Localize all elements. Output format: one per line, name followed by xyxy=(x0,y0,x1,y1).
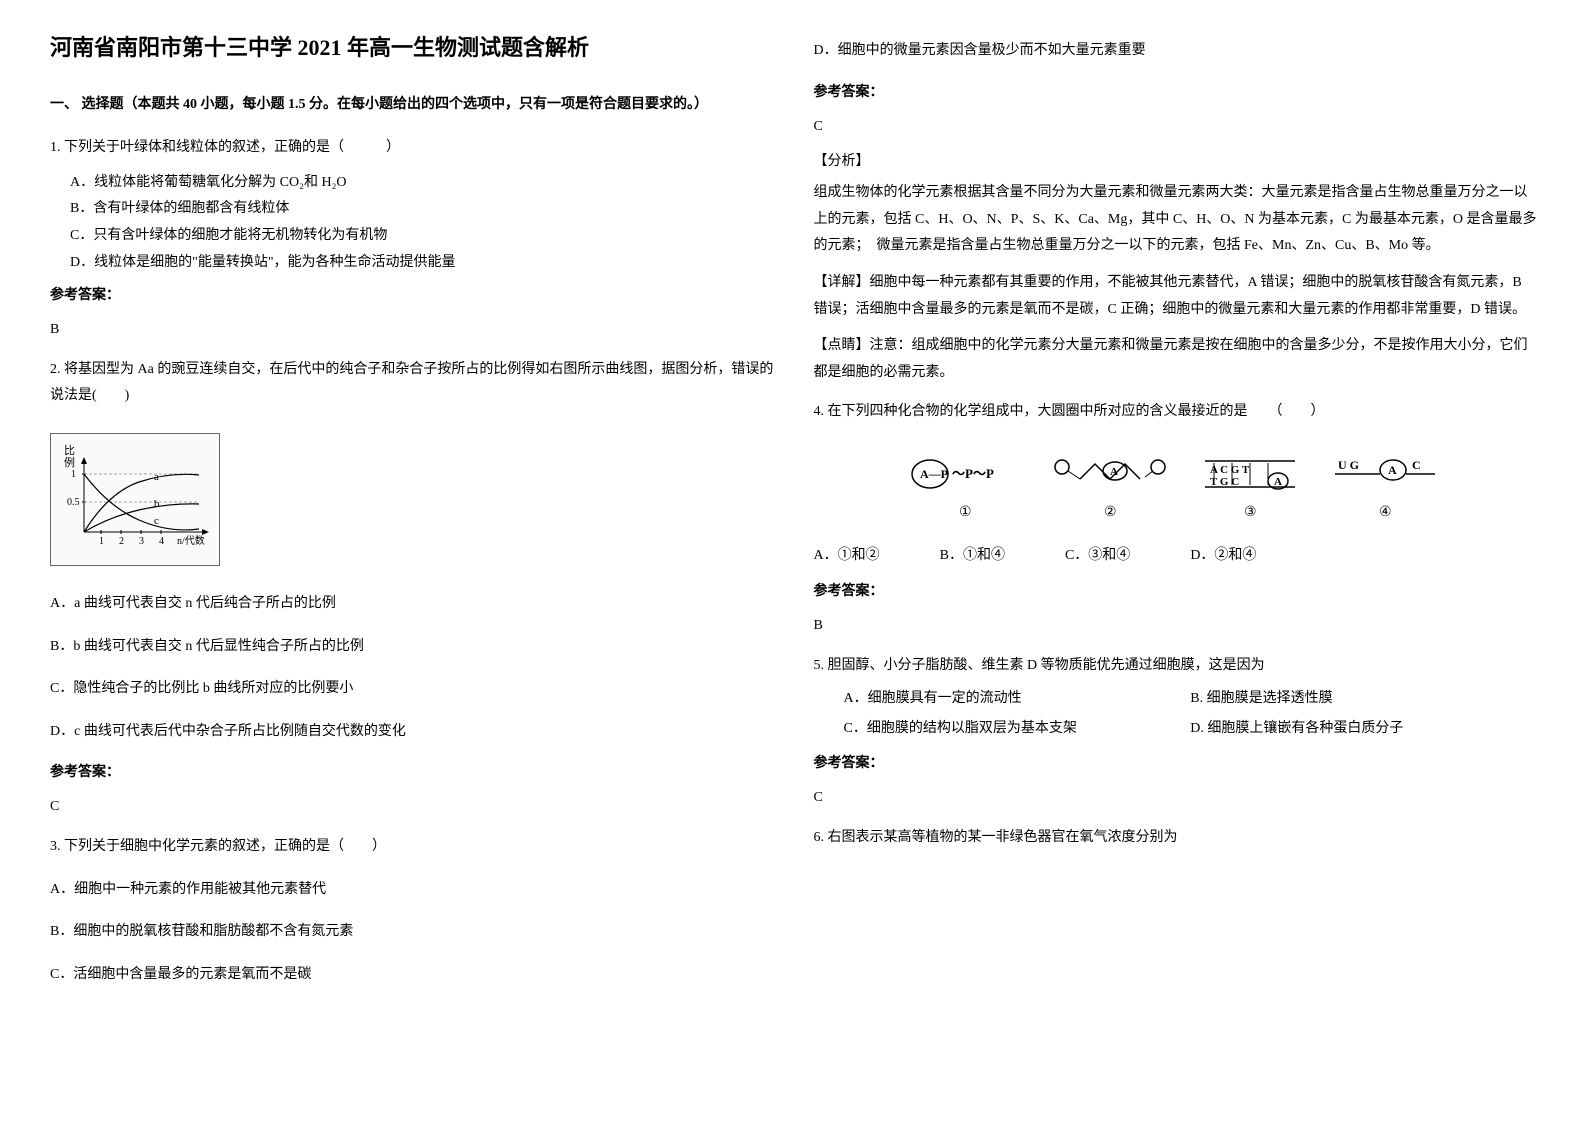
q4-optB: B．①和④ xyxy=(940,544,1005,564)
q3-analysis-label: 【分析】 xyxy=(814,150,1538,170)
q2-answer: C xyxy=(50,794,774,821)
diagram-1: A—P ～P～P ① xyxy=(910,449,1020,521)
xtick-2: 2 xyxy=(119,536,124,547)
q4-optA: A．①和② xyxy=(814,544,880,564)
q4-options: A．①和② B．①和④ C．③和④ D．②和④ xyxy=(814,544,1538,564)
svg-text:A—P: A—P xyxy=(920,467,948,481)
q4-optD: D．②和④ xyxy=(1190,544,1256,564)
q2-optD: D．c 曲线可代表后代中杂合子所占比例随自交代数的变化 xyxy=(50,719,774,746)
q3-stem: 3. 下列关于细胞中化学元素的叙述，正确的是（ ） xyxy=(50,834,774,861)
q2-chart: 比 例 1 0.5 a b c 1 2 3 4 n/代数 xyxy=(50,433,220,566)
diagram-4-label: ④ xyxy=(1379,504,1392,521)
page-title: 河南省南阳市第十三中学 2021 年高一生物测试题含解析 xyxy=(50,30,774,62)
q5-optA: A．细胞膜具有一定的流动性 xyxy=(844,687,1191,707)
curve-a-label: a xyxy=(154,471,159,483)
q5-answer: C xyxy=(814,785,1538,812)
svg-text:A: A xyxy=(1110,466,1118,478)
xtick-1: 1 xyxy=(99,536,104,547)
svg-text:A: A xyxy=(1388,463,1397,477)
section-header: 一、 选择题（本题共 40 小题，每小题 1.5 分。在每小题给出的四个选项中，… xyxy=(50,92,774,117)
ytick-05: 0.5 xyxy=(67,497,80,508)
diagram-4-svg: U G A C xyxy=(1330,449,1440,499)
diagram-4: U G A C ④ xyxy=(1330,449,1440,521)
q5-row2: C．细胞膜的结构以脂双层为基本支架 D. 细胞膜上镶嵌有各种蛋白质分子 xyxy=(844,717,1538,737)
q4-stem: 4. 在下列四种化合物的化学组成中，大圆圈中所对应的含义最接近的是 （ ） xyxy=(814,399,1538,426)
svg-text:C: C xyxy=(1412,458,1421,472)
q3-detail: 【详解】细胞中每一种元素都有其重要的作用，不能被其他元素替代，A 错误；细胞中的… xyxy=(814,270,1538,323)
q5-optD: D. 细胞膜上镶嵌有各种蛋白质分子 xyxy=(1190,717,1537,737)
q4-answer: B xyxy=(814,613,1538,640)
q3-analysis1: 组成生物体的化学元素根据其含量不同分为大量元素和微量元素两大类：大量元素是指含量… xyxy=(814,180,1538,260)
q5-stem: 5. 胆固醇、小分子脂肪酸、维生素 D 等物质能优先通过细胞膜，这是因为 xyxy=(814,653,1538,680)
q2-optA: A．a 曲线可代表自交 n 代后纯合子所占的比例 xyxy=(50,591,774,618)
q3-answer: C xyxy=(814,114,1538,141)
point-text: 注意：组成细胞中的化学元素分大量元素和微量元素是按在细胞中的含量多少分，不是按作… xyxy=(814,338,1528,380)
q4-diagrams: A—P ～P～P ① A ② A C G T T G C xyxy=(814,449,1538,521)
diagram-2-label: ② xyxy=(1104,504,1117,521)
xlabel: n/代数 xyxy=(177,534,205,547)
q1-optB: B．含有叶绿体的细胞都含有线粒体 xyxy=(70,196,774,223)
right-column: D．细胞中的微量元素因含量极少而不如大量元素重要 参考答案： C 【分析】 组成… xyxy=(814,30,1538,1092)
q1-optD: D．线粒体是细胞的"能量转换站"，能为各种生命活动提供能量 xyxy=(70,250,774,277)
q5-optB: B. 细胞膜是选择透性膜 xyxy=(1190,687,1537,707)
q3-optA: A．细胞中一种元素的作用能被其他元素替代 xyxy=(50,877,774,904)
q1-answer: B xyxy=(50,317,774,344)
q2-stem: 2. 将基因型为 Aa 的豌豆连续自交，在后代中的纯合子和杂合子按所占的比例得如… xyxy=(50,357,774,410)
xtick-4: 4 xyxy=(159,536,164,547)
q1-optC: C．只有含叶绿体的细胞才能将无机物转化为有机物 xyxy=(70,223,774,250)
q3-point: 【点睛】注意：组成细胞中的化学元素分大量元素和微量元素是按在细胞中的含量多少分，… xyxy=(814,333,1538,386)
q3-optD: D．细胞中的微量元素因含量极少而不如大量元素重要 xyxy=(814,38,1538,65)
point-label: 【点睛】 xyxy=(814,338,870,353)
ytick-1: 1 xyxy=(71,469,76,480)
q2-answer-label: 参考答案： xyxy=(50,761,774,781)
q3-optB: B．细胞中的脱氧核苷酸和脂肪酸都不含有氮元素 xyxy=(50,919,774,946)
q5-optC: C．细胞膜的结构以脂双层为基本支架 xyxy=(844,717,1191,737)
q1-optA: A．线粒体能将葡萄糖氧化分解为 CO₂和 H₂O xyxy=(70,170,774,197)
ylabel: 比 xyxy=(64,444,75,457)
left-column: 河南省南阳市第十三中学 2021 年高一生物测试题含解析 一、 选择题（本题共 … xyxy=(50,30,774,1092)
q1-stem: 1. 下列关于叶绿体和线粒体的叙述，正确的是（ ） xyxy=(50,135,774,162)
diagram-1-svg: A—P ～P～P xyxy=(910,449,1020,499)
detail-label: 【详解】 xyxy=(814,275,870,290)
q3-optC: C．活细胞中含量最多的元素是氧而不是碳 xyxy=(50,962,774,989)
svg-text:U G: U G xyxy=(1338,458,1359,472)
svg-text:A C G T: A C G T xyxy=(1210,464,1250,476)
diagram-2-svg: A xyxy=(1050,449,1170,499)
diagram-2: A ② xyxy=(1050,449,1170,521)
xtick-3: 3 xyxy=(139,536,144,547)
q5-answer-label: 参考答案： xyxy=(814,752,1538,772)
curve-c-label: c xyxy=(154,515,159,527)
diagram-3-svg: A C G T T G C A xyxy=(1200,449,1300,499)
diagram-1-label: ① xyxy=(959,504,972,521)
svg-text:～P～P: ～P～P xyxy=(952,466,994,481)
detail-text: 细胞中每一种元素都有其重要的作用，不能被其他元素替代，A 错误；细胞中的脱氧核苷… xyxy=(814,275,1526,317)
curve-b-label: b xyxy=(154,498,160,510)
q2-optC: C．隐性纯合子的比例比 b 曲线所对应的比例要小 xyxy=(50,676,774,703)
q4-optC: C．③和④ xyxy=(1065,544,1130,564)
diagram-3-label: ③ xyxy=(1244,504,1257,521)
q5-row1: A．细胞膜具有一定的流动性 B. 细胞膜是选择透性膜 xyxy=(844,687,1538,707)
q6-stem: 6. 右图表示某高等植物的某一非绿色器官在氧气浓度分别为 xyxy=(814,825,1538,852)
q1-answer-label: 参考答案： xyxy=(50,284,774,304)
svg-text:A: A xyxy=(1274,476,1282,488)
q3-answer-label: 参考答案： xyxy=(814,81,1538,101)
q2-optB: B．b 曲线可代表自交 n 代后显性纯合子所占的比例 xyxy=(50,634,774,661)
ylabel2: 例 xyxy=(64,455,75,469)
curve-chart-svg: 比 例 1 0.5 a b c 1 2 3 4 n/代数 xyxy=(59,442,219,552)
diagram-3: A C G T T G C A ③ xyxy=(1200,449,1300,521)
q4-answer-label: 参考答案： xyxy=(814,580,1538,600)
